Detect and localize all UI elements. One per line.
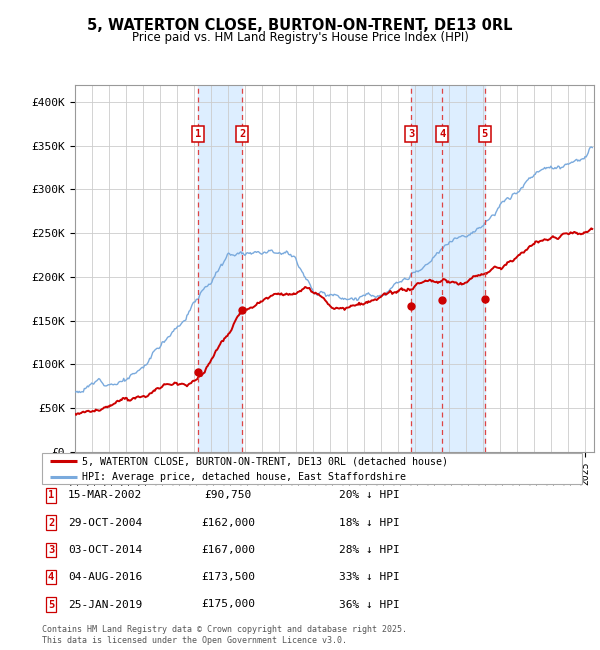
- FancyBboxPatch shape: [42, 453, 582, 484]
- Text: 3: 3: [48, 545, 54, 555]
- Text: 18% ↓ HPI: 18% ↓ HPI: [339, 517, 400, 528]
- Text: 5, WATERTON CLOSE, BURTON-ON-TRENT, DE13 0RL: 5, WATERTON CLOSE, BURTON-ON-TRENT, DE13…: [87, 18, 513, 33]
- Text: 4: 4: [48, 572, 54, 582]
- Bar: [442, 84, 485, 452]
- Text: 36% ↓ HPI: 36% ↓ HPI: [339, 599, 400, 610]
- Text: 20% ↓ HPI: 20% ↓ HPI: [339, 490, 400, 501]
- Text: HPI: Average price, detached house, East Staffordshire: HPI: Average price, detached house, East…: [83, 472, 407, 482]
- Text: 5: 5: [481, 129, 488, 139]
- Text: 3: 3: [408, 129, 414, 139]
- Text: 5, WATERTON CLOSE, BURTON-ON-TRENT, DE13 0RL (detached house): 5, WATERTON CLOSE, BURTON-ON-TRENT, DE13…: [83, 456, 449, 467]
- Text: £167,000: £167,000: [201, 545, 255, 555]
- Text: 1: 1: [48, 490, 54, 501]
- Text: Contains HM Land Registry data © Crown copyright and database right 2025.
This d: Contains HM Land Registry data © Crown c…: [42, 625, 407, 645]
- Text: 2: 2: [239, 129, 245, 139]
- Text: 4: 4: [439, 129, 446, 139]
- Bar: [197, 84, 242, 452]
- Text: 04-AUG-2016: 04-AUG-2016: [68, 572, 142, 582]
- Text: 2: 2: [48, 517, 54, 528]
- Text: 03-OCT-2014: 03-OCT-2014: [68, 545, 142, 555]
- Text: £162,000: £162,000: [201, 517, 255, 528]
- Text: 28% ↓ HPI: 28% ↓ HPI: [339, 545, 400, 555]
- Text: 29-OCT-2004: 29-OCT-2004: [68, 517, 142, 528]
- Text: 25-JAN-2019: 25-JAN-2019: [68, 599, 142, 610]
- Text: 15-MAR-2002: 15-MAR-2002: [68, 490, 142, 501]
- Text: £173,500: £173,500: [201, 572, 255, 582]
- Bar: [411, 84, 442, 452]
- Text: Price paid vs. HM Land Registry's House Price Index (HPI): Price paid vs. HM Land Registry's House …: [131, 31, 469, 44]
- Text: 5: 5: [48, 599, 54, 610]
- Text: 33% ↓ HPI: 33% ↓ HPI: [339, 572, 400, 582]
- Text: 1: 1: [194, 129, 201, 139]
- Text: £175,000: £175,000: [201, 599, 255, 610]
- Text: £90,750: £90,750: [205, 490, 251, 501]
